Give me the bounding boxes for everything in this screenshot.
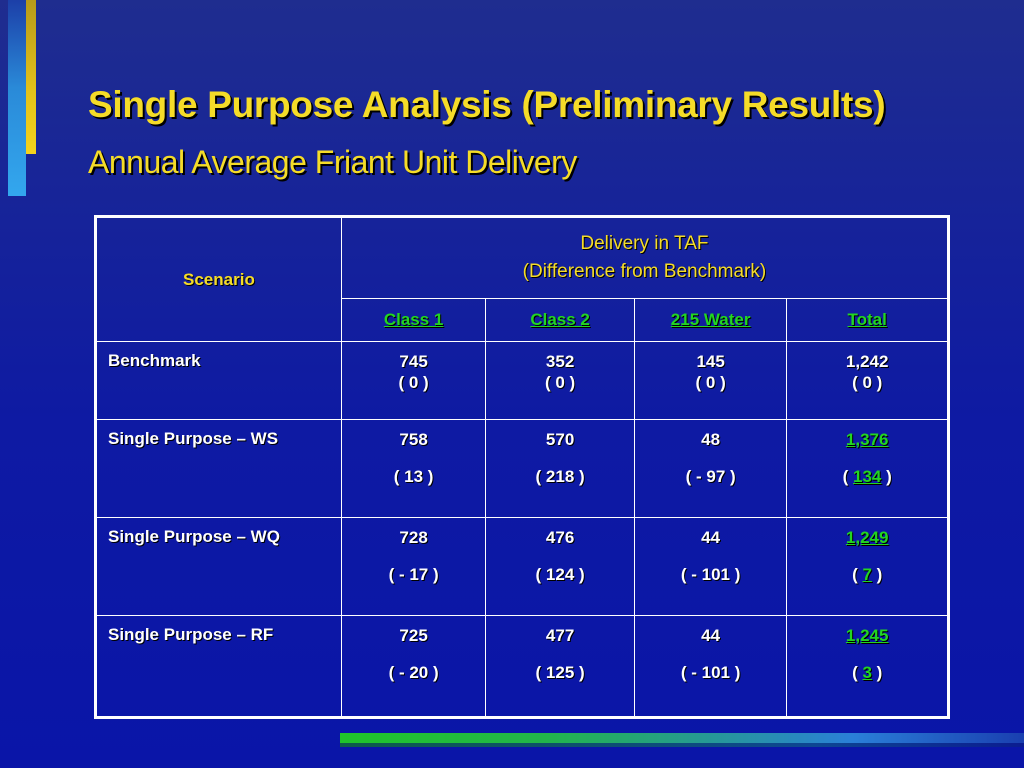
cell-value: 476 <box>545 528 575 547</box>
row-label: Single Purpose – WS <box>95 419 342 518</box>
cell-value: 745 <box>399 352 428 371</box>
decor-bar-gold <box>26 0 36 154</box>
total-diff-link[interactable]: 7 <box>862 565 872 584</box>
column-link-total[interactable]: Total <box>847 310 887 329</box>
total-diff-link[interactable]: 134 <box>853 467 882 486</box>
table-cell: 1,249( 7 ) <box>786 517 949 616</box>
cell-diff: ( 0 ) <box>695 373 726 392</box>
table-cell: 352 ( 0 ) <box>485 341 635 420</box>
column-header-215-water: 215 Water <box>633 298 788 342</box>
table-row-wq: Single Purpose – WQ 728 ( - 17 ) 476 ( 124… <box>95 517 949 616</box>
table-cell: 476 ( 124 ) <box>485 517 635 616</box>
table-cell: 758 ( 13 ) <box>340 419 487 518</box>
table-row-rf: Single Purpose – RF 725 ( - 20 ) 477 ( 125… <box>95 615 949 718</box>
cell-diff: ( 125 ) <box>535 663 585 682</box>
cell-value: 477 <box>545 626 575 645</box>
delivery-header-line2: (Difference from Benchmark) <box>522 261 767 282</box>
cell-value: 758 <box>399 430 428 449</box>
cell-value: 44 <box>701 528 721 547</box>
slide-subtitle: Annual Average Friant Unit Delivery <box>88 144 577 180</box>
decor-bottom-line <box>340 733 1024 743</box>
row-label: Single Purpose – WQ <box>95 517 342 616</box>
table-row-ws: Single Purpose – WS 758 ( 13 ) 570 ( 218 )… <box>95 419 949 518</box>
cell-diff: ( - 17 ) <box>388 565 439 584</box>
cell-diff: ( - 101 ) <box>680 565 741 584</box>
cell-value: 352 <box>545 352 575 371</box>
decor-bar-blue <box>8 0 26 196</box>
results-table: Scenario Delivery in TAF (Difference fro… <box>94 215 950 719</box>
total-diff-link[interactable]: 3 <box>862 663 872 682</box>
table-row-benchmark: Benchmark 745 ( 0 ) 352 ( 0 ) 145 ( 0 ) 1,2… <box>95 341 949 420</box>
scenario-header: Scenario <box>95 216 342 342</box>
cell-value: 725 <box>399 626 428 645</box>
slide-title: Single Purpose Analysis (Preliminary Res… <box>88 84 886 125</box>
row-label: Single Purpose – RF <box>95 615 342 718</box>
column-link-class1[interactable]: Class 1 <box>383 310 444 329</box>
column-header-class2: Class 2 <box>485 298 635 342</box>
cell-diff: ( 218 ) <box>535 467 585 486</box>
table-cell: 745 ( 0 ) <box>340 341 487 420</box>
table-cell: 1,376( 134 ) <box>786 419 949 518</box>
cell-value: 145 <box>696 352 725 371</box>
table-cell: 570 ( 218 ) <box>485 419 635 518</box>
delivery-header: Delivery in TAF (Difference from Benchma… <box>340 216 950 299</box>
table-cell: 1,242 ( 0 ) <box>786 341 949 420</box>
cell-diff: ( 13 ) <box>393 467 434 486</box>
total-link[interactable]: 1,249 <box>845 528 889 547</box>
column-header-class1: Class 1 <box>340 298 487 342</box>
table-cell: 48 ( - 97 ) <box>633 419 788 518</box>
total-link[interactable]: 1,245 <box>845 626 889 645</box>
table-cell: 44 ( - 101 ) <box>633 517 788 616</box>
total-link[interactable]: 1,376 <box>845 430 889 449</box>
cell-value: 728 <box>399 528 428 547</box>
table-cell: 44 ( - 101 ) <box>633 615 788 718</box>
delivery-header-line1: Delivery in TAF <box>580 233 709 254</box>
cell-diff: ( 0 ) <box>545 373 576 392</box>
cell-diff: ( - 97 ) <box>685 467 736 486</box>
cell-value: 44 <box>701 626 721 645</box>
cell-diff: ( 124 ) <box>535 565 585 584</box>
cell-value: 1,242 <box>845 352 889 371</box>
table-cell: 725 ( - 20 ) <box>340 615 487 718</box>
column-header-total: Total <box>786 298 949 342</box>
cell-diff: ( - 20 ) <box>388 663 439 682</box>
cell-diff: ( 0 ) <box>852 373 883 392</box>
table-cell: 477 ( 125 ) <box>485 615 635 718</box>
table-cell: 1,245( 3 ) <box>786 615 949 718</box>
column-link-215-water[interactable]: 215 Water <box>670 310 751 329</box>
table-cell: 145 ( 0 ) <box>633 341 788 420</box>
cell-value: 48 <box>701 430 721 449</box>
row-label: Benchmark <box>95 341 342 420</box>
cell-value: 570 <box>545 430 575 449</box>
cell-diff: ( 0 ) <box>398 373 429 392</box>
table-cell: 728 ( - 17 ) <box>340 517 487 616</box>
decor-bottom-line-shadow <box>340 743 1024 747</box>
column-link-class2[interactable]: Class 2 <box>530 310 590 329</box>
cell-diff: ( - 101 ) <box>680 663 741 682</box>
